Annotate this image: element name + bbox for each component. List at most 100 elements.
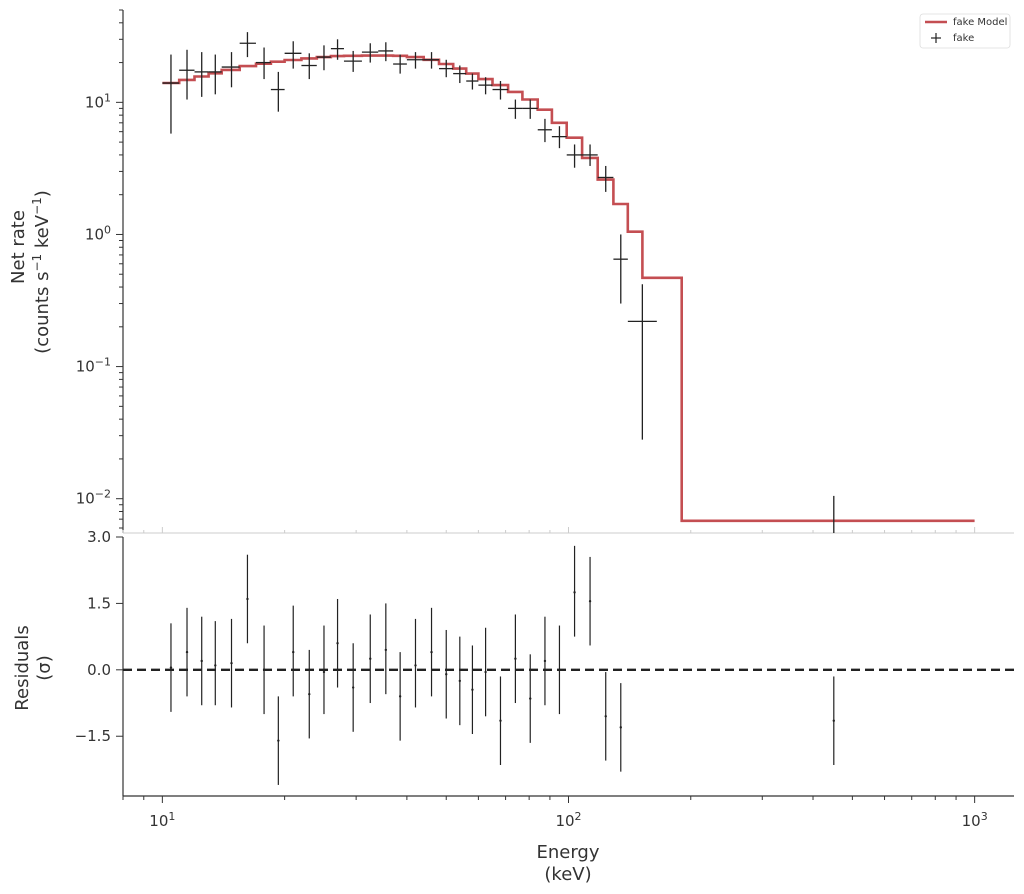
residual-point [445,629,448,719]
spectrum-y-tick-label: 10−2 [76,487,111,508]
residual-marker [292,650,295,654]
residual-marker [430,650,433,654]
fake-data-point [194,52,209,97]
residual-point [369,614,372,704]
fake-data-point [330,39,344,60]
legend-model-label: fake Model [953,17,1007,28]
fake-data-point [406,52,424,69]
residuals-x-ticks: 101 102 103 [122,796,988,831]
residual-point [169,623,173,712]
fake-data-point [162,54,180,134]
fake-data-point [221,52,240,88]
x-axis-title-line1: Energy [536,842,599,863]
x-tick-label: 102 [555,810,581,831]
x-tick-label: 101 [149,810,175,831]
residual-point [529,654,532,743]
spectrum-y-tick-label: 10−1 [76,355,111,376]
residual-marker [322,670,326,674]
residual-marker [514,657,517,660]
residual-point [185,607,189,697]
residual-marker [414,664,417,667]
residual-point [558,625,561,715]
residuals-panel: −1.5 0.0 1.5 3.0 101 102 103 Residuals (σ) En… [12,528,1014,885]
residual-marker [384,648,388,652]
fake-data-point [423,52,440,69]
residual-marker [200,659,203,663]
residual-point [471,645,474,735]
residual-point [246,554,249,644]
residual-point [832,676,835,766]
residual-point [543,616,547,706]
fake-data-point [566,144,583,168]
residual-marker [277,739,280,742]
residual-point [619,683,622,772]
fake-data-point [522,99,538,119]
x-tick-label: 103 [962,810,988,831]
fake-data-point [316,45,331,71]
spectrum-y-axis-title-line2: (counts s−1 keV−1) [30,190,53,354]
fake-data-point [582,144,598,166]
fake-data-point [301,53,317,80]
residuals-y-axis-title-line1: Residuals [12,625,33,710]
residual-point [414,618,417,708]
spectrum-y-ticks: 10−2 10−1 100 101 [76,9,123,529]
fake-data-point [208,54,222,95]
fake-data-point [453,65,467,84]
residual-point [336,598,339,688]
residual-point [292,605,295,697]
spectrum-x-ticks [122,527,976,533]
residuals-y-ticks: −1.5 0.0 1.5 3.0 [75,528,123,745]
residual-marker [573,591,576,594]
fake-data-point [179,49,195,100]
residual-point [430,607,433,697]
fake-data-errorbars [162,32,835,533]
spectrum-y-tick-label: 100 [85,223,111,244]
residual-marker [336,642,339,645]
legend-data-label: fake [953,33,974,44]
fake-data-point [439,59,454,78]
ylabel2-mid: keV [32,214,53,254]
legend-data-swatch [931,33,941,43]
residual-marker [169,666,173,669]
ylabel2-post: ) [32,190,53,197]
residuals-y-axis-title-line2: (σ) [34,655,55,680]
residual-marker [445,673,448,676]
residuals-y-tick-label: 3.0 [87,528,111,546]
residual-marker [619,726,622,729]
residual-point [200,616,203,706]
residual-marker [588,599,592,603]
residual-marker [529,697,532,700]
residual-point [277,696,280,785]
residual-marker [262,668,266,672]
residual-point [322,625,326,715]
ylabel2-pre: (counts s [32,272,53,354]
residual-point [573,545,576,637]
fake-data-point [378,42,394,62]
residual-marker [471,688,474,691]
residual-errorbars [169,545,835,785]
ylabel2-sup1: −1 [30,254,44,272]
residual-point [308,649,311,739]
legend: fake Model fake [919,13,1011,49]
residual-point [514,614,517,704]
ylabel2-sup2: −1 [30,197,44,215]
residual-point [262,625,266,715]
residual-marker [458,679,462,683]
residual-point [384,603,388,695]
fake-data-point [613,234,628,304]
fake-data-point [597,165,614,192]
fake-data-point [284,41,302,69]
residual-marker [499,719,502,722]
fake-data-point [466,73,479,90]
residuals-y-tick-label: −1.5 [75,727,111,745]
residual-marker [558,668,561,672]
fake-data-point [492,81,509,100]
residual-point [458,636,462,726]
residual-marker [214,664,217,667]
spectrum-y-axis-title-line1: Net rate [8,210,29,284]
fake-data-point [270,71,285,112]
fake-data-point [255,47,271,80]
fake-data-point [478,77,493,95]
residual-marker [185,650,189,654]
